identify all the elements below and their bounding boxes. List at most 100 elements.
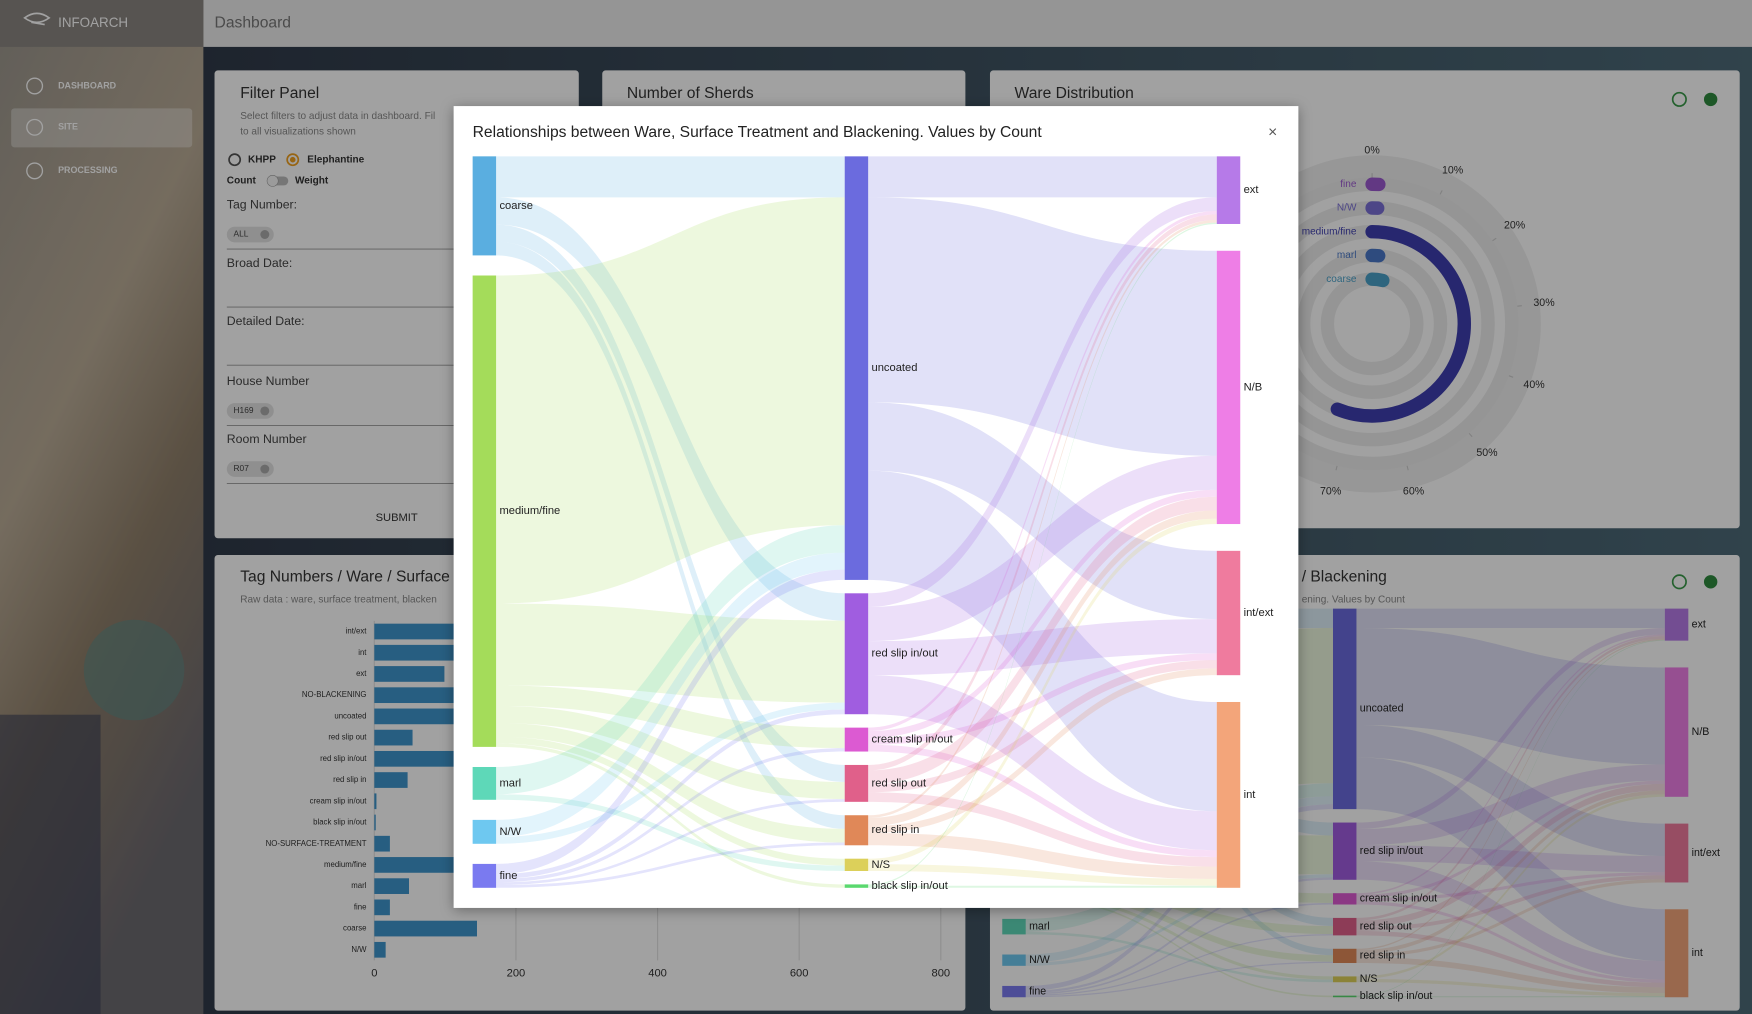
sankey-link <box>1356 875 1665 931</box>
nav-item[interactable]: SITE <box>58 122 78 132</box>
field-label: Tag Number: <box>227 198 297 212</box>
sankey-node-label: black slip in/out <box>1360 990 1433 1002</box>
y-tick-label: coarse <box>343 924 366 933</box>
sankey-node <box>472 863 497 888</box>
bar <box>374 920 477 937</box>
sankey-node-label: int/ext <box>1692 847 1720 859</box>
modal-title: Relationships between Ware, Surface Trea… <box>473 124 1043 141</box>
sankey-node <box>1332 822 1357 880</box>
sankey-link <box>1356 636 1665 921</box>
x-tick-label: 200 <box>507 968 526 980</box>
chip-remove[interactable] <box>260 406 270 416</box>
y-tick-label: black slip in/out <box>313 818 367 827</box>
x-tick-label: 400 <box>648 968 667 980</box>
bar <box>374 941 386 958</box>
refresh-icon[interactable] <box>1703 92 1718 107</box>
sankey-node-label: ext <box>1692 618 1706 630</box>
sankey-link <box>868 219 1217 818</box>
sankey-node-label: cream slip in/out <box>872 734 954 746</box>
sankey-node <box>1216 550 1241 676</box>
category-label: fine <box>1340 179 1357 190</box>
sankey-node <box>1664 608 1689 641</box>
bar <box>374 729 413 746</box>
angle-tick-label: 0% <box>1364 145 1380 157</box>
bar <box>374 878 410 894</box>
nav-active <box>11 108 193 148</box>
sankey-link <box>496 736 845 866</box>
sankey-link <box>496 603 845 703</box>
nav-item[interactable]: PROCESSING <box>58 165 118 175</box>
sankey-link <box>868 197 1217 607</box>
nav-item[interactable]: DASHBOARD <box>58 80 117 90</box>
panel-title: Ware Distribution <box>1015 85 1134 102</box>
sankey-link <box>496 156 845 198</box>
sankey-link <box>1025 931 1333 983</box>
field-label: House Number <box>227 374 310 388</box>
sankey-node <box>472 819 497 844</box>
x-tick-label: 0 <box>371 968 377 980</box>
export-icon[interactable] <box>1671 574 1687 590</box>
sankey-node-label: fine <box>499 870 517 882</box>
y-tick-label: NO-BLACKENING <box>302 690 367 699</box>
chip[interactable] <box>226 461 274 477</box>
sankey-link <box>1025 877 1333 994</box>
sankey-link <box>1356 845 1665 873</box>
chip[interactable] <box>226 226 274 243</box>
nav-icon <box>26 77 44 95</box>
sankey-node <box>1216 701 1241 888</box>
sankey-link <box>868 744 1217 858</box>
y-tick-label: fine <box>354 902 367 911</box>
chip-remove[interactable] <box>260 230 270 239</box>
nav-icon <box>26 118 44 136</box>
close-button[interactable]: × <box>1268 124 1277 141</box>
panel-description: to all visualizations shown <box>240 126 356 137</box>
chip[interactable] <box>226 403 274 419</box>
sankey-node-label: red slip out <box>872 777 927 789</box>
sankey-node-label: coarse <box>499 200 533 212</box>
sankey-link <box>1356 639 1665 997</box>
bar <box>374 666 445 682</box>
photo-shape <box>83 619 185 721</box>
radio[interactable] <box>286 153 300 167</box>
panel-title: / Blackening <box>1302 568 1387 585</box>
sankey-link <box>1356 996 1665 998</box>
sankey-link <box>868 222 1217 886</box>
sankey-link <box>496 552 845 837</box>
sankey-node <box>1664 667 1689 797</box>
sankey-link <box>1025 887 1333 962</box>
angle-tick-label: 50% <box>1476 447 1498 459</box>
chip-remove[interactable] <box>260 464 270 474</box>
radio[interactable] <box>228 153 242 167</box>
category-label: medium/fine <box>1302 226 1357 237</box>
sankey-node-label: N/B <box>1244 381 1263 393</box>
y-tick-label: uncoated <box>334 711 366 720</box>
sankey-link <box>496 722 845 843</box>
sankey-node <box>844 764 869 802</box>
refresh-icon[interactable] <box>1703 575 1718 589</box>
sankey-node <box>1332 976 1357 983</box>
radio-dot <box>289 156 296 163</box>
sankey-node <box>1332 608 1357 810</box>
sankey-node <box>844 884 869 888</box>
sankey-link <box>1025 961 1333 998</box>
sankey-link <box>1356 872 1665 902</box>
sankey-link <box>1356 879 1665 958</box>
sankey-node <box>472 156 497 256</box>
panel-subtitle: ening. Values by Count <box>1302 594 1405 605</box>
sankey-link <box>868 489 1217 738</box>
export-icon[interactable] <box>1671 91 1687 107</box>
sankey-link <box>1356 638 1665 951</box>
sankey-link <box>1356 930 1665 988</box>
sankey-link <box>868 668 1217 833</box>
y-tick-label: marl <box>351 881 366 890</box>
y-tick-label: red slip out <box>328 733 367 742</box>
sankey-link <box>868 510 1217 827</box>
y-tick-label: ext <box>356 669 367 678</box>
sankey-link <box>496 224 845 783</box>
sankey-link <box>1356 628 1665 765</box>
bar <box>374 772 408 788</box>
brand: INFOARCH <box>58 15 128 30</box>
sankey-link <box>496 743 845 888</box>
sankey-node <box>844 156 869 580</box>
